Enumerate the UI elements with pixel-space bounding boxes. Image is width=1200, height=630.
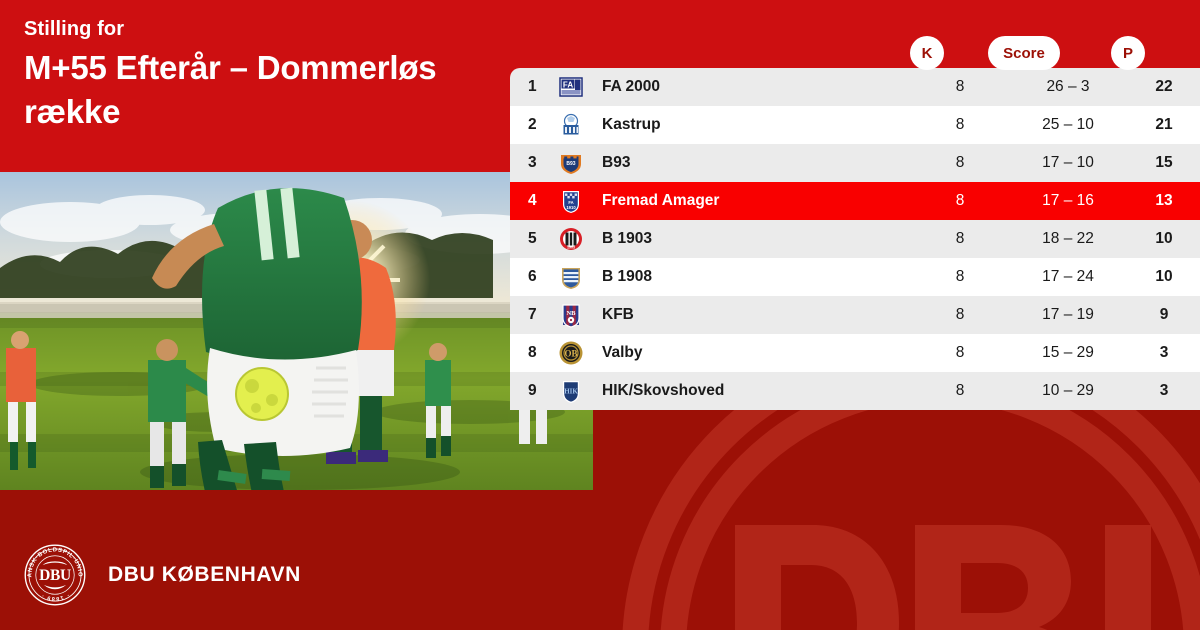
- row-goals: 18 – 22: [1042, 230, 1094, 247]
- row-points: 9: [1159, 306, 1169, 323]
- kicker-text: Stilling for: [24, 18, 125, 40]
- row-matches: 8: [955, 192, 965, 209]
- row-points: 21: [1155, 116, 1173, 133]
- row-rank: 7: [528, 306, 537, 323]
- row-matches: 8: [955, 116, 965, 133]
- hik-crest-icon: HIK: [550, 378, 592, 404]
- table-row[interactable]: 3 B93 B93 8 17 – 10 15: [510, 144, 1200, 182]
- row-rank: 3: [528, 154, 537, 171]
- row-points: 22: [1155, 78, 1173, 95]
- svg-text:1910: 1910: [566, 205, 576, 210]
- headline-block: Stilling for M+55 Efterår – Dommerløs ræ…: [24, 18, 494, 133]
- svg-text:FA: FA: [563, 81, 573, 90]
- row-team-name: B93: [602, 154, 631, 171]
- row-rank: 6: [528, 268, 537, 285]
- table-row[interactable]: 6 B 1908 8 17 – 24 10: [510, 258, 1200, 296]
- row-goals: 17 – 10: [1042, 154, 1094, 171]
- page-title: M+55 Efterår – Dommerløs række: [24, 49, 437, 130]
- row-matches: 8: [955, 154, 965, 171]
- row-rank: 1: [528, 78, 537, 95]
- row-rank: 9: [528, 382, 537, 399]
- row-matches: 8: [955, 382, 965, 399]
- row-points: 13: [1155, 192, 1173, 209]
- svg-text:B93: B93: [566, 161, 575, 167]
- row-goals: 25 – 10: [1042, 116, 1094, 133]
- fa2000-crest-icon: FA: [550, 74, 592, 100]
- kastrup-crest-icon: [550, 112, 592, 138]
- row-team-name: HIK/Skovshoved: [602, 382, 725, 399]
- footer-bar: DANSK·BOLDSPIL·UNION · 1889 · DBU DBU KØ…: [0, 520, 1200, 630]
- row-rank: 2: [528, 116, 537, 133]
- svg-text:HIK: HIK: [564, 388, 578, 396]
- row-matches: 8: [955, 230, 965, 247]
- row-rank: 8: [528, 344, 537, 361]
- table-row[interactable]: 5 1903 B 1903 8 18 – 22 10: [510, 220, 1200, 258]
- row-matches: 8: [955, 78, 965, 95]
- table-row[interactable]: 7 NB KFB 8: [510, 296, 1200, 334]
- row-team-name: Fremad Amager: [602, 192, 720, 209]
- valby-crest-icon: OB: [550, 340, 592, 366]
- dbu-seal-icon: DANSK·BOLDSPIL·UNION · 1889 · DBU: [24, 544, 86, 606]
- row-team-name: Kastrup: [602, 116, 661, 133]
- row-team-name: KFB: [602, 306, 634, 323]
- row-points: 10: [1155, 268, 1173, 285]
- svg-text:FA: FA: [568, 200, 573, 205]
- row-rank: 4: [528, 192, 537, 209]
- svg-text:DBU: DBU: [39, 567, 71, 584]
- svg-text:· 1889 ·: · 1889 ·: [40, 592, 70, 602]
- row-team-name: B 1903: [602, 230, 652, 247]
- football-photo: [0, 172, 593, 490]
- row-matches: 8: [955, 268, 965, 285]
- table-row[interactable]: 2 Kastrup 8 25 – 10 21: [510, 106, 1200, 144]
- row-goals: 15 – 29: [1042, 344, 1094, 361]
- standings-table: 1 FA FA 2000 8 26 – 3 22 2: [510, 68, 1200, 410]
- row-team-name: FA 2000: [602, 78, 661, 95]
- row-goals: 10 – 29: [1042, 382, 1094, 399]
- b1903-crest-icon: 1903: [550, 226, 592, 252]
- row-points: 3: [1159, 344, 1169, 361]
- svg-text:1903: 1903: [567, 246, 575, 250]
- table-row[interactable]: 1 FA FA 2000 8 26 – 3 22: [510, 68, 1200, 106]
- organisation-name: DBU KØBENHAVN: [108, 563, 301, 586]
- row-rank: 5: [528, 230, 537, 247]
- row-team-name: B 1908: [602, 268, 652, 285]
- row-matches: 8: [955, 306, 965, 323]
- svg-text:OB: OB: [564, 348, 577, 358]
- row-matches: 8: [955, 344, 965, 361]
- row-team-name: Valby: [602, 344, 643, 361]
- row-goals: 17 – 19: [1042, 306, 1094, 323]
- row-goals: 26 – 3: [1046, 78, 1090, 95]
- table-row-highlighted[interactable]: 4 FA 1910 Fremad Amager 8: [510, 182, 1200, 220]
- row-points: 15: [1155, 154, 1173, 171]
- b1908-crest-icon: [550, 264, 592, 290]
- row-goals: 17 – 24: [1042, 268, 1094, 285]
- row-points: 3: [1159, 382, 1169, 399]
- row-goals: 17 – 16: [1042, 192, 1094, 209]
- table-row[interactable]: 9 HIK HIK/Skovshoved 8 10 – 29 3: [510, 372, 1200, 410]
- fremad-amager-crest-icon: FA 1910: [550, 188, 592, 214]
- svg-text:NB: NB: [566, 310, 576, 317]
- kfb-crest-icon: NB: [550, 302, 592, 328]
- row-points: 10: [1155, 230, 1173, 247]
- table-row[interactable]: 8 OB Valby 8 15 – 29 3: [510, 334, 1200, 372]
- b93-crest-icon: B93: [550, 150, 592, 176]
